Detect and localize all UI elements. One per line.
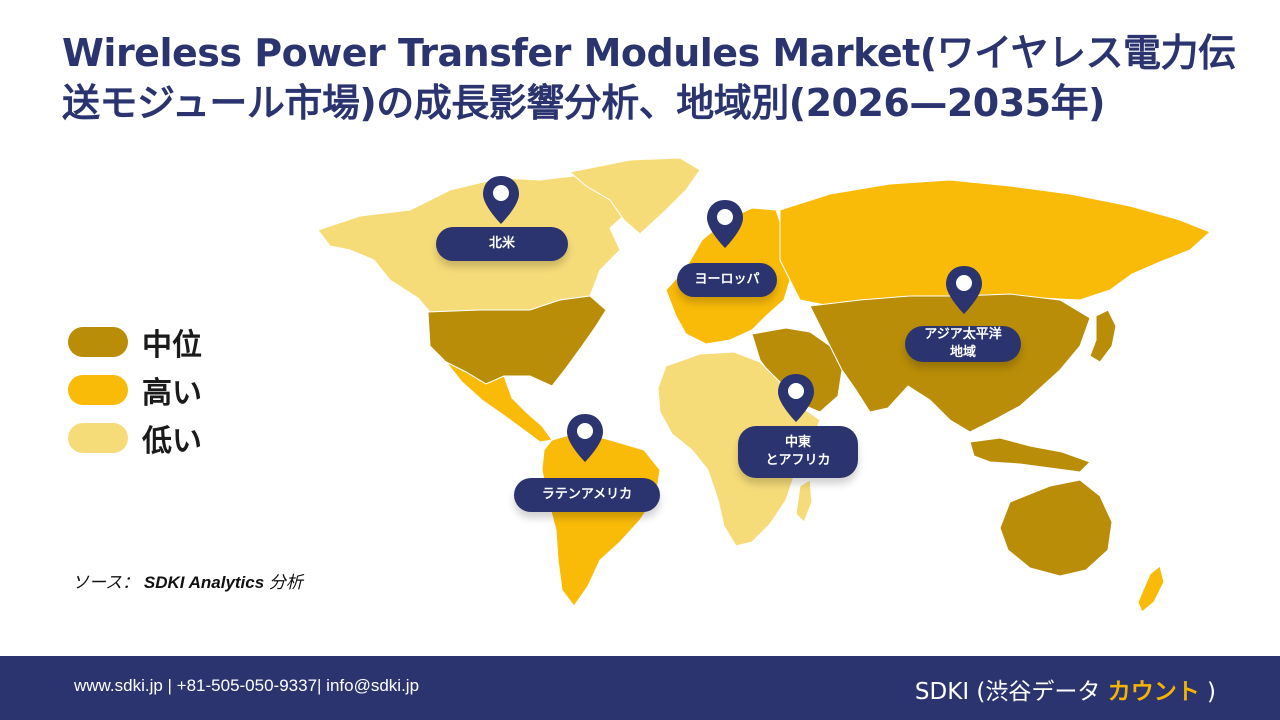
world-map [317,157,1211,613]
legend-swatch [68,423,128,453]
legend-swatch [68,327,128,357]
footer-brand: SDKI (渋谷データ カウント ) [914,679,1216,705]
region-new-zealand [1137,565,1165,613]
legend-item-medium: 中位 [68,318,202,366]
map-pin-icon [946,266,982,314]
legend: 中位 高い 低い [68,318,202,462]
legend-label: 中位 [142,328,202,363]
region-russia [779,179,1211,311]
region-label-middle-east-africa: 中東 とアフリカ [738,426,858,478]
map-pin-icon [567,414,603,462]
footer: www.sdki.jp | +81-505-050-9337| info@sdk… [0,656,1280,720]
region-label-europe: ヨーロッパ [677,263,777,297]
footer-contact[interactable]: www.sdki.jp | +81-505-050-9337| info@sdk… [74,676,420,695]
legend-label: 高い [142,376,202,411]
region-label-north-america: 北米 [436,227,568,261]
map-pin-icon [707,200,743,248]
region-mexico [445,361,553,443]
legend-swatch [68,375,128,405]
region-label-latin-america: ラテンアメリカ [514,478,660,512]
legend-item-low: 低い [68,414,202,462]
region-label-asia-pacific: アジア太平洋 地域 [905,326,1021,362]
region-se-asia [969,437,1091,473]
page-title: Wireless Power Transfer Modules Market(ワ… [62,31,1236,125]
region-asia [809,293,1091,433]
region-greenland [568,157,701,235]
region-japan [1089,309,1117,363]
source-note: ソース： SDKI Analytics 分析 [72,573,303,592]
region-madagascar [795,479,813,523]
map-pin-icon [778,374,814,422]
legend-label: 低い [142,424,202,459]
legend-item-high: 高い [68,366,202,414]
map-pin-icon [483,176,519,224]
region-australia [999,479,1113,577]
